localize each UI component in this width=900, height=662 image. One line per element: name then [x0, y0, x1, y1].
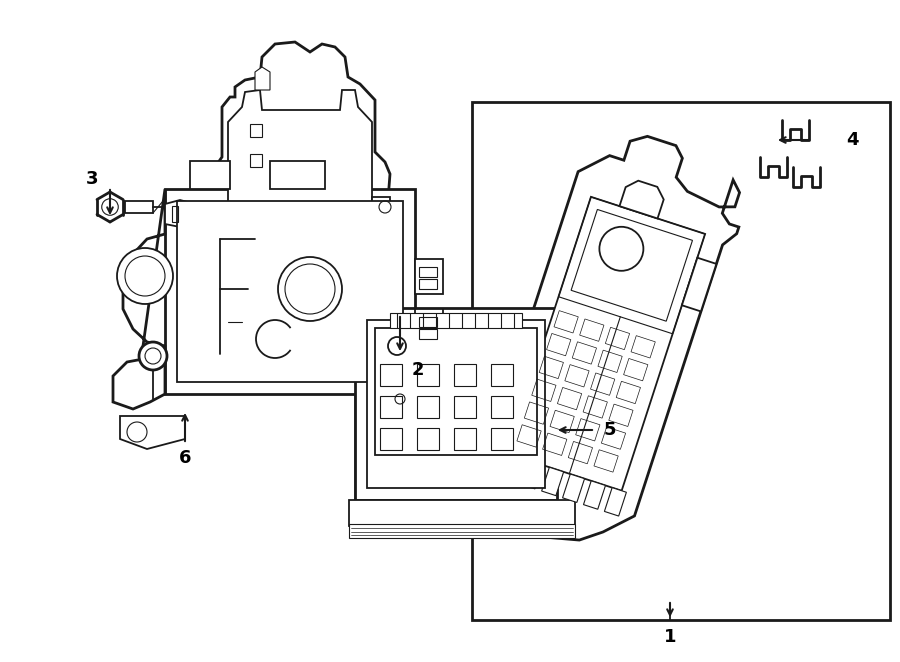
Bar — [491, 396, 513, 418]
Bar — [385, 391, 415, 406]
Text: 1: 1 — [664, 628, 676, 646]
Polygon shape — [508, 197, 705, 491]
Bar — [367, 320, 545, 488]
Circle shape — [139, 342, 167, 370]
Polygon shape — [542, 467, 563, 496]
Polygon shape — [372, 197, 390, 217]
Bar — [419, 267, 437, 277]
Polygon shape — [355, 296, 367, 512]
Text: 4: 4 — [846, 131, 859, 149]
Bar — [125, 201, 153, 213]
Polygon shape — [198, 42, 390, 300]
Bar — [417, 428, 439, 450]
Polygon shape — [562, 474, 585, 502]
Bar — [454, 396, 476, 418]
Polygon shape — [255, 297, 275, 302]
Bar — [270, 161, 325, 189]
Polygon shape — [120, 416, 185, 449]
Bar — [415, 259, 443, 294]
Bar — [190, 161, 230, 189]
Bar — [349, 524, 575, 538]
Bar — [491, 364, 513, 386]
Polygon shape — [113, 189, 165, 409]
Polygon shape — [225, 297, 245, 302]
Bar — [177, 201, 403, 382]
Polygon shape — [605, 488, 626, 516]
Text: 3: 3 — [86, 170, 98, 188]
Polygon shape — [482, 136, 740, 540]
Text: 5: 5 — [604, 421, 617, 439]
Text: 6: 6 — [179, 449, 192, 467]
Bar — [375, 328, 537, 455]
Polygon shape — [500, 453, 522, 482]
Bar — [454, 364, 476, 386]
Polygon shape — [285, 297, 305, 302]
Polygon shape — [619, 181, 663, 218]
Bar — [419, 329, 437, 339]
Bar — [417, 396, 439, 418]
Bar — [380, 428, 402, 450]
Bar — [390, 313, 522, 328]
Polygon shape — [165, 200, 195, 227]
Polygon shape — [315, 297, 335, 302]
Bar — [355, 308, 557, 500]
Bar — [349, 500, 575, 526]
Bar — [417, 364, 439, 386]
Bar — [380, 396, 402, 418]
Circle shape — [117, 248, 173, 304]
Bar — [415, 309, 443, 344]
Bar — [472, 102, 890, 620]
Bar — [419, 279, 437, 289]
Polygon shape — [345, 297, 365, 302]
Text: 2: 2 — [412, 361, 424, 379]
Bar — [491, 428, 513, 450]
Bar — [454, 428, 476, 450]
Polygon shape — [583, 481, 606, 509]
Bar — [165, 189, 415, 394]
Polygon shape — [682, 258, 716, 311]
Bar — [367, 320, 569, 512]
Polygon shape — [218, 90, 382, 282]
Bar — [380, 364, 402, 386]
Bar — [419, 317, 437, 327]
Polygon shape — [521, 461, 543, 489]
Polygon shape — [255, 67, 270, 90]
